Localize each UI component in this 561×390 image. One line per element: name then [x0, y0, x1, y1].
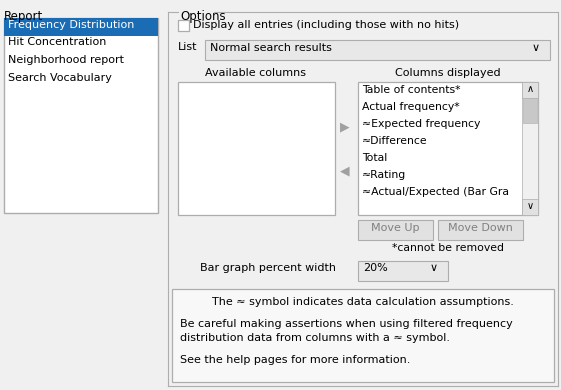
Text: ∨: ∨ [430, 263, 438, 273]
Bar [523, 98, 537, 123]
Bar [358, 261, 448, 281]
Bar [172, 289, 554, 382]
Bar [178, 82, 335, 215]
Bar [178, 20, 189, 31]
Text: The ≈ symbol indicates data calculation assumptions.: The ≈ symbol indicates data calculation … [212, 297, 514, 307]
Text: Actual frequency*: Actual frequency* [362, 102, 459, 112]
Text: Move Down: Move Down [448, 223, 512, 233]
Text: Columns displayed: Columns displayed [395, 68, 501, 78]
Text: Hit Concentration: Hit Concentration [8, 37, 107, 47]
Text: ≈Actual/Expected (Bar Gra: ≈Actual/Expected (Bar Gra [362, 187, 509, 197]
Text: ≈Expected frequency: ≈Expected frequency [362, 119, 480, 129]
Text: ≈Difference: ≈Difference [362, 136, 427, 146]
Text: Options: Options [180, 10, 226, 23]
Text: Bar graph percent width: Bar graph percent width [200, 263, 336, 273]
Text: ◀: ◀ [340, 164, 350, 177]
Text: ∨: ∨ [532, 43, 540, 53]
Text: See the help pages for more information.: See the help pages for more information. [180, 355, 411, 365]
Bar [522, 82, 538, 215]
Text: Neighborhood report: Neighborhood report [8, 55, 124, 65]
Text: Display all entries (including those with no hits): Display all entries (including those wit… [193, 20, 459, 30]
Text: distribution data from columns with a ≈ symbol.: distribution data from columns with a ≈ … [180, 333, 450, 343]
Text: 20%: 20% [363, 263, 388, 273]
Text: ≈Rating: ≈Rating [362, 170, 406, 180]
Bar [358, 82, 538, 215]
Bar [4, 18, 158, 213]
Text: ∧: ∧ [526, 84, 534, 94]
Text: List: List [178, 42, 197, 52]
Bar [205, 40, 550, 60]
Bar [358, 220, 433, 240]
Text: Report: Report [4, 10, 43, 23]
Text: Move Up: Move Up [371, 223, 419, 233]
Text: Frequency Distribution: Frequency Distribution [8, 20, 135, 30]
Text: Available columns: Available columns [205, 68, 306, 78]
Text: ∨: ∨ [526, 201, 534, 211]
Text: Table of contents*: Table of contents* [362, 85, 461, 95]
Text: ▶: ▶ [340, 120, 350, 133]
Text: Search Vocabulary: Search Vocabulary [8, 73, 112, 83]
Bar [522, 82, 538, 98]
Bar [4, 18, 158, 36]
Text: Be careful making assertions when using filtered frequency: Be careful making assertions when using … [180, 319, 513, 329]
Bar [438, 220, 523, 240]
Text: Normal search results: Normal search results [210, 43, 332, 53]
Text: Total: Total [362, 153, 387, 163]
Text: *cannot be removed: *cannot be removed [392, 243, 504, 253]
Bar [522, 199, 538, 215]
